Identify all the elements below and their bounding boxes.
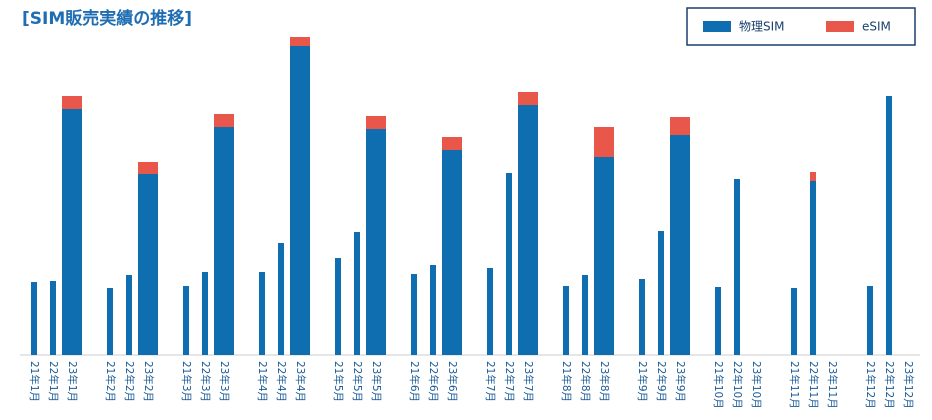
legend-box	[686, 7, 916, 46]
x-tick-label: 21年6月	[408, 361, 421, 402]
bar-segment	[867, 286, 873, 355]
bar-segment	[202, 272, 208, 355]
x-tick-label: 21年7月	[484, 361, 497, 402]
x-tick-label: 23年2月	[142, 361, 155, 402]
bar-segment	[639, 279, 645, 355]
x-tick-label: 21年5月	[332, 361, 345, 402]
bar-segment	[290, 37, 310, 46]
legend-label: eSIM	[862, 20, 891, 34]
x-tick-label: 21年8月	[560, 361, 573, 402]
x-tick-label: 22年6月	[427, 361, 440, 402]
bar-segment	[138, 174, 158, 355]
bar-segment	[670, 117, 690, 135]
x-tick-label: 22年9月	[655, 361, 668, 402]
x-tick-label: 22年8月	[579, 361, 592, 402]
x-tick-label: 22年10月	[731, 361, 744, 409]
bar-segment	[442, 137, 462, 150]
legend-swatch	[703, 21, 731, 32]
x-tick-label: 21年10月	[712, 361, 725, 409]
bar-segment	[658, 231, 664, 355]
bar-segment	[594, 157, 614, 355]
bar-segment	[62, 109, 82, 355]
legend-swatch	[826, 21, 854, 32]
bar-segment	[442, 150, 462, 355]
bar-segment	[214, 114, 234, 127]
x-tick-label: 22年2月	[123, 361, 136, 402]
x-tick-label: 21年11月	[788, 361, 801, 409]
legend-label: 物理SIM	[739, 20, 785, 34]
x-tick-label: 23年8月	[598, 361, 611, 402]
x-tick-label: 21年2月	[104, 361, 117, 402]
x-tick-label: 23年5月	[370, 361, 383, 402]
bar-segment	[183, 286, 189, 355]
bar-segment	[715, 287, 721, 355]
x-tick-label: 21年9月	[636, 361, 649, 402]
bar-segment	[594, 127, 614, 157]
chart-title: [SIM販売実績の推移]	[22, 8, 192, 29]
x-tick-label: 23年4月	[294, 361, 307, 402]
x-tick-label: 22年4月	[275, 361, 288, 402]
x-tick-label: 23年6月	[446, 361, 459, 402]
bar-segment	[62, 96, 82, 109]
x-tick-label: 22年3月	[199, 361, 212, 402]
bar-segment	[214, 127, 234, 355]
bar-segment	[886, 96, 892, 355]
bar-segment	[810, 172, 816, 181]
x-tick-label: 23年10月	[750, 361, 763, 409]
bar-segment	[366, 129, 386, 355]
x-tick-label: 21年3月	[180, 361, 193, 402]
bar-segment	[518, 105, 538, 355]
bar-segment	[563, 286, 569, 355]
x-tick-label: 23年1月	[66, 361, 79, 402]
bar-segment	[487, 268, 493, 355]
bar-segment	[31, 282, 37, 355]
x-tick-label: 22年7月	[503, 361, 516, 402]
bar-segment	[354, 232, 360, 355]
bar-segment	[107, 288, 113, 355]
bar-segment	[734, 179, 740, 355]
bar-segment	[138, 162, 158, 174]
x-tick-label: 23年9月	[674, 361, 687, 402]
x-tick-label: 22年12月	[883, 361, 896, 409]
x-tick-label: 23年11月	[826, 361, 839, 409]
x-tick-label: 22年11月	[807, 361, 820, 409]
x-tick-label: 23年12月	[902, 361, 915, 409]
x-tick-label: 23年3月	[218, 361, 231, 402]
bar-segment	[366, 116, 386, 129]
bar-segment	[430, 265, 436, 355]
bar-segment	[791, 288, 797, 355]
bar-segment	[582, 275, 588, 355]
bar-segment	[126, 275, 132, 355]
x-tick-label: 22年5月	[351, 361, 364, 402]
x-tick-label: 21年4月	[256, 361, 269, 402]
bar-segment	[278, 243, 284, 355]
x-tick-label: 21年12月	[864, 361, 877, 409]
bar-segment	[335, 258, 341, 355]
bar-segment	[518, 92, 538, 105]
bar-segment	[411, 274, 417, 355]
bar-segment	[50, 281, 56, 355]
bar-segment	[670, 135, 690, 355]
bar-segment	[259, 272, 265, 355]
bar-segment	[810, 181, 816, 355]
x-tick-label: 21年1月	[28, 361, 41, 402]
x-tick-label: 23年7月	[522, 361, 535, 402]
bar-segment	[290, 46, 310, 355]
x-tick-label: 22年1月	[47, 361, 60, 402]
bar-segment	[506, 173, 512, 355]
